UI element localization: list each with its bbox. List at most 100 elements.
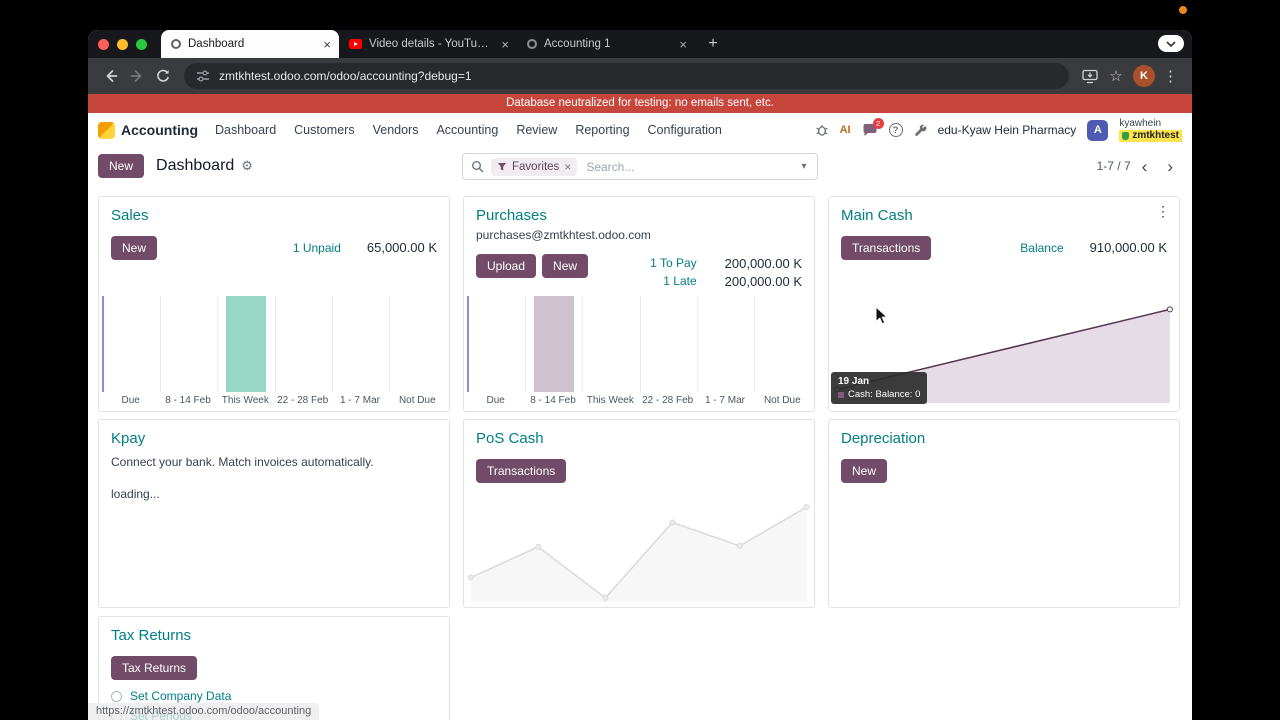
- nav-item-configuration[interactable]: Configuration: [647, 123, 722, 137]
- card-pos-cash: PoS Cash Transactions: [463, 419, 815, 608]
- address-bar[interactable]: zmtkhtest.odoo.com/odoo/accounting?debug…: [184, 63, 1069, 89]
- maximize-window-button[interactable]: [136, 38, 147, 50]
- back-button[interactable]: [98, 63, 124, 89]
- back-arrow-icon: [106, 70, 118, 82]
- journal-title[interactable]: Tax Returns: [111, 627, 192, 644]
- help-icon[interactable]: ?: [888, 123, 903, 137]
- chart-tooltip: 19 Jan Cash: Balance: 0: [831, 372, 928, 404]
- tab-list-chevron-button[interactable]: [1158, 35, 1184, 52]
- bar[interactable]: [534, 296, 575, 392]
- odoo-accounting-app-icon[interactable]: [98, 121, 115, 139]
- depreciation-new-button[interactable]: New: [841, 459, 888, 483]
- purchases-new-button[interactable]: New: [542, 254, 589, 278]
- journal-title[interactable]: Sales: [111, 207, 149, 224]
- tab-favicon: [171, 39, 181, 49]
- company-switcher[interactable]: edu-Kyaw Hein Pharmacy: [937, 123, 1077, 137]
- pager-previous-button[interactable]: ‹: [1141, 156, 1148, 176]
- chat-unread-badge: 2: [872, 117, 884, 129]
- bar-axis-label: 22 - 28 Feb: [277, 395, 329, 406]
- journal-title[interactable]: Depreciation: [841, 430, 926, 447]
- tab-dashboard[interactable]: Dashboard ×: [161, 30, 339, 58]
- forward-button[interactable]: [124, 63, 150, 89]
- tab-accounting-1[interactable]: Accounting 1 ×: [517, 30, 695, 58]
- tab-youtube-studio[interactable]: Video details - YouTube Stud ×: [339, 30, 517, 58]
- pager-next-button[interactable]: ›: [1167, 156, 1173, 176]
- balance-link[interactable]: Balance: [1020, 240, 1064, 255]
- loading-text: loading...: [111, 487, 160, 501]
- unpaid-link[interactable]: 1 Unpaid: [292, 240, 341, 255]
- upload-button[interactable]: Upload: [476, 254, 537, 278]
- card-tax-returns: Tax Returns Tax Returns Set Company Data…: [98, 616, 450, 720]
- mouse-cursor: [875, 305, 889, 330]
- close-window-button[interactable]: [98, 38, 109, 50]
- tax-returns-button[interactable]: Tax Returns: [111, 656, 198, 680]
- bar-chart-grid: [467, 296, 811, 392]
- gear-settings-icon[interactable]: ⚙: [241, 158, 253, 173]
- browser-toolbar: zmtkhtest.odoo.com/odoo/accounting?debug…: [88, 58, 1192, 94]
- favorites-filter-chip[interactable]: Favorites ×: [491, 157, 578, 176]
- chevron-down-icon: [1166, 40, 1176, 47]
- bar-column: [161, 296, 219, 392]
- pos-line-chart: [466, 500, 810, 602]
- bar-column: [276, 296, 333, 392]
- user-menu[interactable]: kyawhein zmtkhtest: [1119, 118, 1182, 142]
- bar-axis-label: Not Due: [763, 395, 801, 406]
- nav-item-reporting[interactable]: Reporting: [575, 123, 630, 137]
- close-tab-icon[interactable]: ×: [679, 36, 687, 52]
- install-app-button[interactable]: [1077, 63, 1103, 89]
- bar[interactable]: [226, 296, 267, 392]
- journal-title[interactable]: Main Cash: [841, 207, 913, 224]
- bar-axis-label: 22 - 28 Feb: [642, 395, 694, 406]
- journal-title[interactable]: Purchases: [476, 207, 547, 224]
- late-link[interactable]: 1 Late: [663, 274, 697, 288]
- bar-column: [526, 296, 584, 392]
- journal-title[interactable]: Kpay: [111, 430, 146, 447]
- close-tab-icon[interactable]: ×: [323, 36, 331, 52]
- nav-item-customers[interactable]: Customers: [294, 123, 355, 137]
- search-dropdown-caret[interactable]: ▾: [801, 161, 807, 172]
- browser-profile-avatar[interactable]: K: [1133, 65, 1155, 87]
- dashboard-kanban: Sales New 1 Unpaid 65,000.00 K Due 8 - 14…: [88, 185, 1192, 720]
- user-avatar[interactable]: A: [1087, 119, 1109, 141]
- sales-new-button[interactable]: New: [111, 236, 158, 260]
- remove-filter-icon[interactable]: ×: [564, 159, 572, 174]
- discuss-chat-icon[interactable]: 2: [862, 117, 884, 138]
- new-tab-button[interactable]: +: [708, 35, 718, 52]
- card-kebab-menu[interactable]: ⋮: [1156, 203, 1170, 219]
- app-brand[interactable]: Accounting: [121, 122, 198, 138]
- browser-window: Dashboard × Video details - YouTube Stud…: [88, 30, 1192, 720]
- browser-menu-button[interactable]: ⋮: [1163, 68, 1178, 85]
- to-pay-link[interactable]: 1 To Pay: [650, 256, 697, 270]
- tooltip-text: Cash: Balance: 0: [848, 389, 921, 400]
- recording-indicator-dot: [1179, 6, 1187, 14]
- tab-label: Video details - YouTube Stud: [369, 38, 494, 50]
- pos-transactions-button[interactable]: Transactions: [476, 459, 567, 483]
- nav-item-dashboard[interactable]: Dashboard: [215, 123, 277, 137]
- search-bar[interactable]: Favorites × Search... ▾: [462, 153, 818, 180]
- transactions-button[interactable]: Transactions: [841, 236, 932, 260]
- bar-axis-labels: Due 8 - 14 Feb This Week 22 - 28 Feb 1 - 7 M…: [467, 395, 811, 406]
- debug-bug-icon[interactable]: [815, 123, 829, 137]
- bookmark-star-icon[interactable]: ☆: [1109, 68, 1123, 85]
- set-company-data-link[interactable]: Set Company Data: [130, 689, 232, 703]
- support-tools-icon[interactable]: [914, 124, 927, 137]
- search-placeholder: Search...: [586, 159, 635, 174]
- bar-column: [104, 296, 162, 392]
- nav-item-vendors[interactable]: Vendors: [372, 123, 419, 137]
- new-button[interactable]: New: [98, 154, 145, 178]
- refresh-button[interactable]: [150, 63, 176, 89]
- sales-bar-chart: Due 8 - 14 Feb This Week 22 - 28 Feb 1 - 7 M…: [102, 296, 446, 406]
- pager: 1-7 / 7 ‹ ›: [1097, 158, 1182, 175]
- nav-item-review[interactable]: Review: [516, 123, 558, 137]
- bar-column: [583, 296, 641, 392]
- navbar-systray: AI 2 ? edu-Kyaw Hein Pharmacy A kyawhein…: [815, 117, 1182, 142]
- ai-icon[interactable]: AI: [839, 124, 851, 136]
- bar-axis-label: This Week: [586, 395, 634, 406]
- close-tab-icon[interactable]: ×: [501, 36, 509, 52]
- refresh-icon: [157, 69, 169, 82]
- bar-axis-label: 8 - 14 Feb: [165, 395, 211, 406]
- minimize-window-button[interactable]: [117, 38, 128, 50]
- journal-title[interactable]: PoS Cash: [476, 430, 544, 447]
- nav-item-accounting[interactable]: Accounting: [436, 123, 499, 137]
- purchases-bar-chart: Due 8 - 14 Feb This Week 22 - 28 Feb 1 - 7 M…: [467, 296, 811, 406]
